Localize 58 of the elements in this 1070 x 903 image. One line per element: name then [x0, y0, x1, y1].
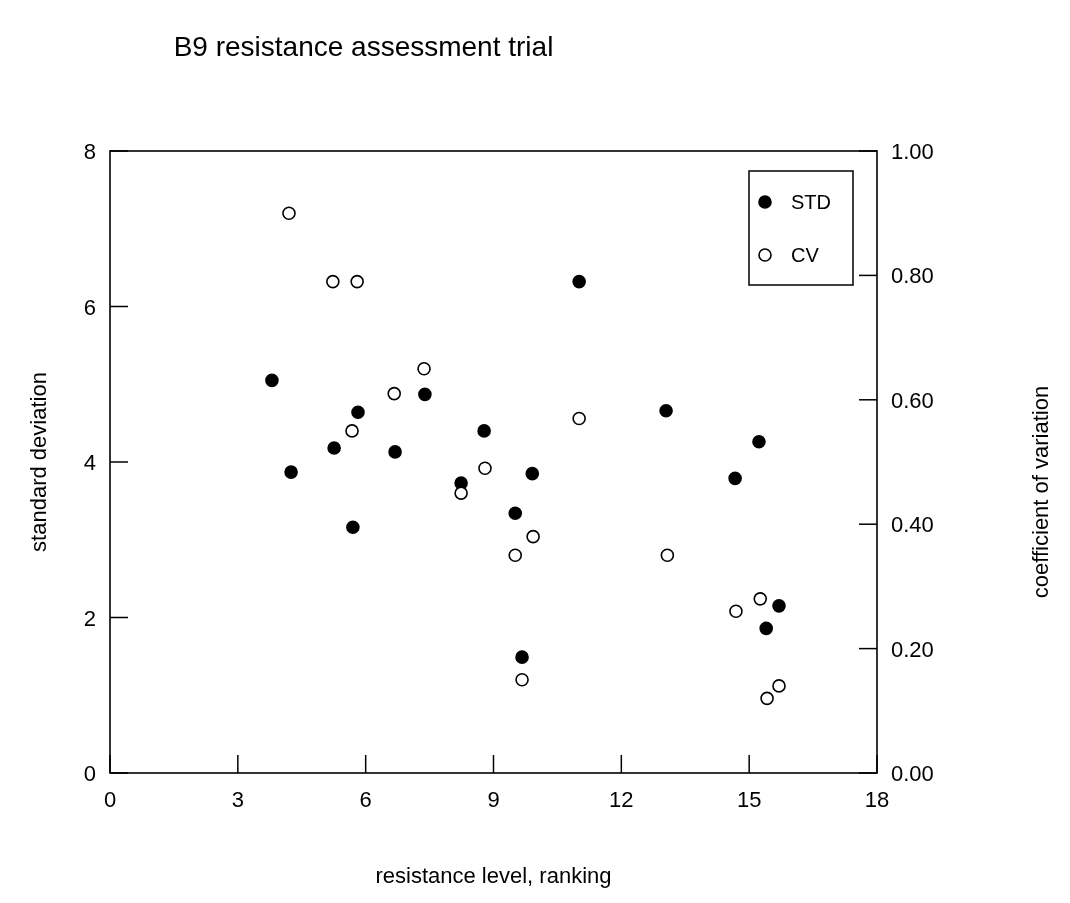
point — [508, 548, 523, 563]
point — [477, 424, 491, 438]
point — [326, 274, 340, 289]
point — [728, 471, 742, 486]
x-tick-label: 18 — [864, 787, 890, 812]
point — [346, 520, 360, 535]
point — [327, 441, 341, 455]
point — [265, 373, 279, 388]
point — [572, 274, 586, 289]
y-tick-label: 4 — [83, 450, 96, 475]
y-tick-label: 2 — [83, 605, 96, 631]
point — [388, 445, 402, 459]
x-tick-label: 0 — [103, 787, 117, 812]
point — [345, 424, 359, 438]
y-tick-label: 6 — [83, 294, 96, 320]
point — [526, 529, 540, 544]
point — [515, 672, 529, 687]
point — [760, 691, 774, 706]
point — [418, 387, 432, 402]
x-tick-label: 9 — [487, 787, 500, 812]
point — [282, 206, 296, 220]
point — [659, 403, 673, 418]
point — [387, 386, 402, 401]
y2-tick-label: 0.40 — [891, 512, 934, 538]
y2-tick-label: 0.60 — [891, 387, 934, 413]
y2-tick-label: 1.00 — [891, 139, 934, 164]
legend-label: CV — [791, 244, 820, 266]
point — [478, 461, 492, 476]
x-tick-label: 3 — [231, 787, 244, 812]
y-axis-title: standard deviation — [26, 372, 51, 552]
chart-title: B9 resistance assessment trial — [173, 31, 554, 62]
point — [772, 599, 786, 613]
y2-axis-title: coefficient of variation — [1028, 385, 1053, 599]
point — [572, 411, 586, 426]
point — [508, 506, 523, 521]
y-tick-label: 8 — [83, 139, 96, 164]
point — [772, 679, 786, 693]
point — [753, 592, 768, 606]
y2-tick-label: 0.20 — [891, 636, 934, 662]
point — [350, 274, 364, 289]
point — [417, 361, 431, 376]
point — [660, 548, 675, 563]
y2-tick-label: 0.80 — [891, 263, 934, 289]
y2-tick-label: 0.00 — [891, 761, 934, 786]
point — [729, 604, 743, 619]
point — [351, 405, 365, 420]
point — [284, 465, 298, 479]
x-axis-title: resistance level, ranking — [375, 863, 612, 888]
point — [752, 434, 766, 449]
x-tick-label: 15 — [736, 787, 762, 812]
x-tick-label: 6 — [359, 787, 372, 812]
legend-label: STD — [791, 191, 831, 213]
y-tick-label: 0 — [83, 761, 96, 786]
point — [525, 466, 540, 481]
point — [454, 486, 468, 500]
x-tick-label: 12 — [609, 787, 634, 812]
point — [515, 650, 529, 664]
point — [759, 621, 774, 636]
